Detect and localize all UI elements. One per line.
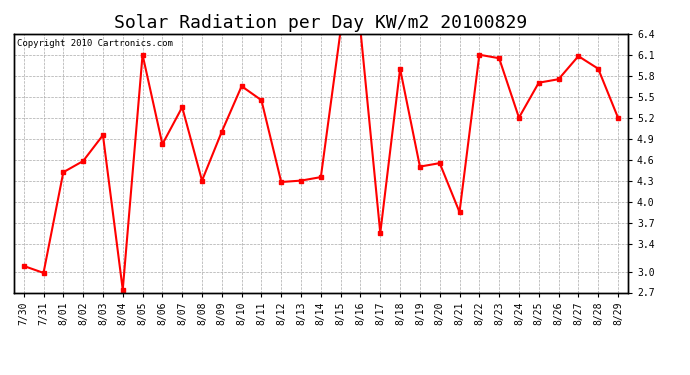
Text: Copyright 2010 Cartronics.com: Copyright 2010 Cartronics.com	[17, 39, 172, 48]
Title: Solar Radiation per Day KW/m2 20100829: Solar Radiation per Day KW/m2 20100829	[115, 14, 527, 32]
